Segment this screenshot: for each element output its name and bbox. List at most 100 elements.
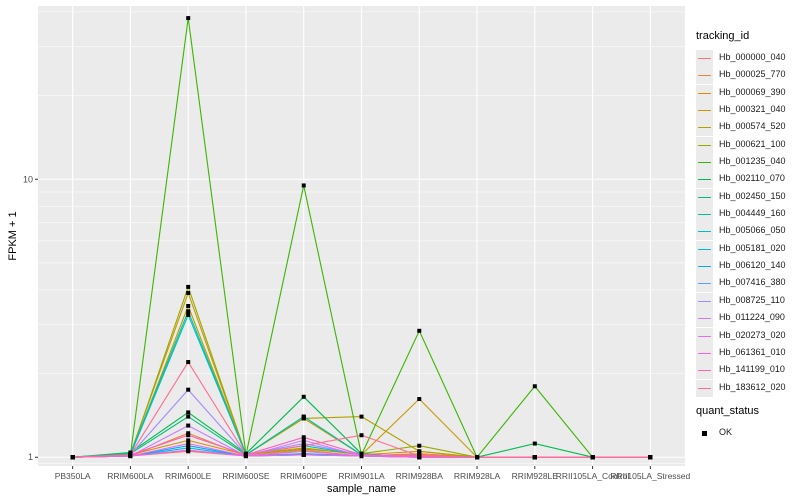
legend-key: Hb_004449_160 xyxy=(690,206,800,224)
legend-title: tracking_id xyxy=(696,30,750,42)
legend-label: Hb_001235_040 xyxy=(719,156,786,167)
legend-label: Hb_000069_390 xyxy=(719,86,786,97)
data-point xyxy=(301,414,306,419)
data-point xyxy=(186,414,191,419)
x-tick-label: RRIM600PE xyxy=(280,471,328,481)
y-tick-label: 10 xyxy=(23,174,33,184)
data-point xyxy=(186,423,191,428)
data-point xyxy=(301,449,306,454)
x-tick-label: RRIM600LA xyxy=(107,471,154,481)
x-tick-label: RRII105LA_Control xyxy=(556,471,630,481)
legend-label: Hb_183612_020 xyxy=(719,381,786,392)
data-point xyxy=(417,451,422,456)
data-point xyxy=(186,303,191,308)
x-tick-label: PB350LA xyxy=(55,471,91,481)
data-point xyxy=(186,438,191,443)
legend-swatch xyxy=(696,362,713,380)
data-point xyxy=(648,455,653,460)
legend-swatch xyxy=(696,292,713,310)
data-point xyxy=(186,290,191,295)
data-point xyxy=(532,384,537,389)
legend-label: Hb_006120_140 xyxy=(719,260,786,271)
data-point xyxy=(301,435,306,440)
legend-key: Hb_000025_770 xyxy=(690,67,800,85)
data-point xyxy=(417,449,422,454)
x-tick-label: RRII105LA_Stressed xyxy=(610,471,690,481)
data-point xyxy=(359,414,364,419)
legend-key: Hb_007416_380 xyxy=(690,275,800,293)
data-point xyxy=(186,410,191,415)
data-point xyxy=(186,312,191,317)
data-point xyxy=(301,452,306,457)
legend-label: Hb_008725_110 xyxy=(719,294,785,305)
legend-swatch xyxy=(696,344,713,362)
legend-label: Hb_020273_020 xyxy=(719,329,786,340)
legend-swatch xyxy=(696,119,713,137)
data-point xyxy=(243,452,248,457)
data-point xyxy=(301,438,306,443)
data-point xyxy=(301,443,306,448)
x-tick-label: RRIM928LA xyxy=(454,471,501,481)
quant-status-legend: quant_status OK xyxy=(690,405,800,442)
legend-key: Hb_002450_150 xyxy=(690,188,800,206)
legend-label: Hb_000621_100 xyxy=(719,138,786,149)
data-point xyxy=(186,441,191,446)
legend-label: Hb_004449_160 xyxy=(719,208,786,219)
legend-swatch xyxy=(696,102,713,120)
x-tick-label: RRIM901LA xyxy=(338,471,385,481)
y-axis-label: FPKM + 1 xyxy=(7,211,19,260)
data-point xyxy=(417,443,422,448)
legend-label: Hb_005066_050 xyxy=(719,225,786,236)
y-tick-label: 1 xyxy=(28,452,33,462)
data-point xyxy=(359,452,364,457)
data-point xyxy=(301,441,306,446)
legend-key: Hb_141199_010 xyxy=(690,362,800,380)
legend-key: Hb_011224_090 xyxy=(690,310,800,328)
data-point xyxy=(359,433,364,438)
legend-label: Hb_011224_090 xyxy=(719,312,785,323)
x-tick-label: RRIM928LE xyxy=(512,471,559,481)
legend-label: Hb_000321_040 xyxy=(719,104,786,115)
legend-swatch xyxy=(696,136,713,154)
data-point xyxy=(186,360,191,365)
x-axis-label: sample_name xyxy=(327,483,396,495)
legend-label: Hb_005181_020 xyxy=(719,242,786,253)
data-point xyxy=(301,447,306,452)
legend-label: Hb_141199_010 xyxy=(719,364,785,375)
legend-key: Hb_183612_020 xyxy=(690,379,800,397)
legend-key: Hb_000321_040 xyxy=(690,102,800,120)
data-point xyxy=(186,16,191,21)
legend-swatch xyxy=(696,379,713,397)
legend-swatch xyxy=(696,171,713,189)
data-point xyxy=(417,454,422,459)
legend-swatch xyxy=(696,223,713,241)
data-point xyxy=(186,443,191,448)
legend-label: Hb_000574_520 xyxy=(719,121,786,132)
legend-swatch xyxy=(696,310,713,328)
legend-key: Hb_000000_040 xyxy=(690,50,800,67)
data-point xyxy=(186,433,191,438)
data-point xyxy=(417,328,422,333)
legend-keys: Hb_000000_040 Hb_000025_770 Hb_000069_390 H… xyxy=(690,50,800,397)
legend-key: Hb_020273_020 xyxy=(690,327,800,345)
legend-swatch xyxy=(696,50,713,67)
tracking-id-legend: tracking_id Hb_000000_040 Hb_000025_770 Hb… xyxy=(690,30,800,397)
data-point xyxy=(532,441,537,446)
legend-swatch xyxy=(696,240,713,258)
point-swatch xyxy=(696,425,713,442)
legend-swatch xyxy=(696,258,713,276)
legend-label: Hb_000025_770 xyxy=(719,69,786,80)
legend-label: Hb_000000_040 xyxy=(719,52,786,62)
legend-label: Hb_007416_380 xyxy=(719,277,786,288)
legend-label: Hb_002110_070 xyxy=(719,173,785,184)
data-point xyxy=(532,455,537,460)
data-point xyxy=(186,448,191,453)
data-point xyxy=(417,396,422,401)
legend-key: Hb_000621_100 xyxy=(690,136,800,154)
quant-status-legend-title: quant_status xyxy=(696,405,759,417)
legend-key: Hb_005066_050 xyxy=(690,223,800,241)
legend-key: Hb_005181_020 xyxy=(690,240,800,258)
legend-key: Hb_061361_010 xyxy=(690,344,800,362)
x-tick-label: RRIM600LE xyxy=(165,471,212,481)
